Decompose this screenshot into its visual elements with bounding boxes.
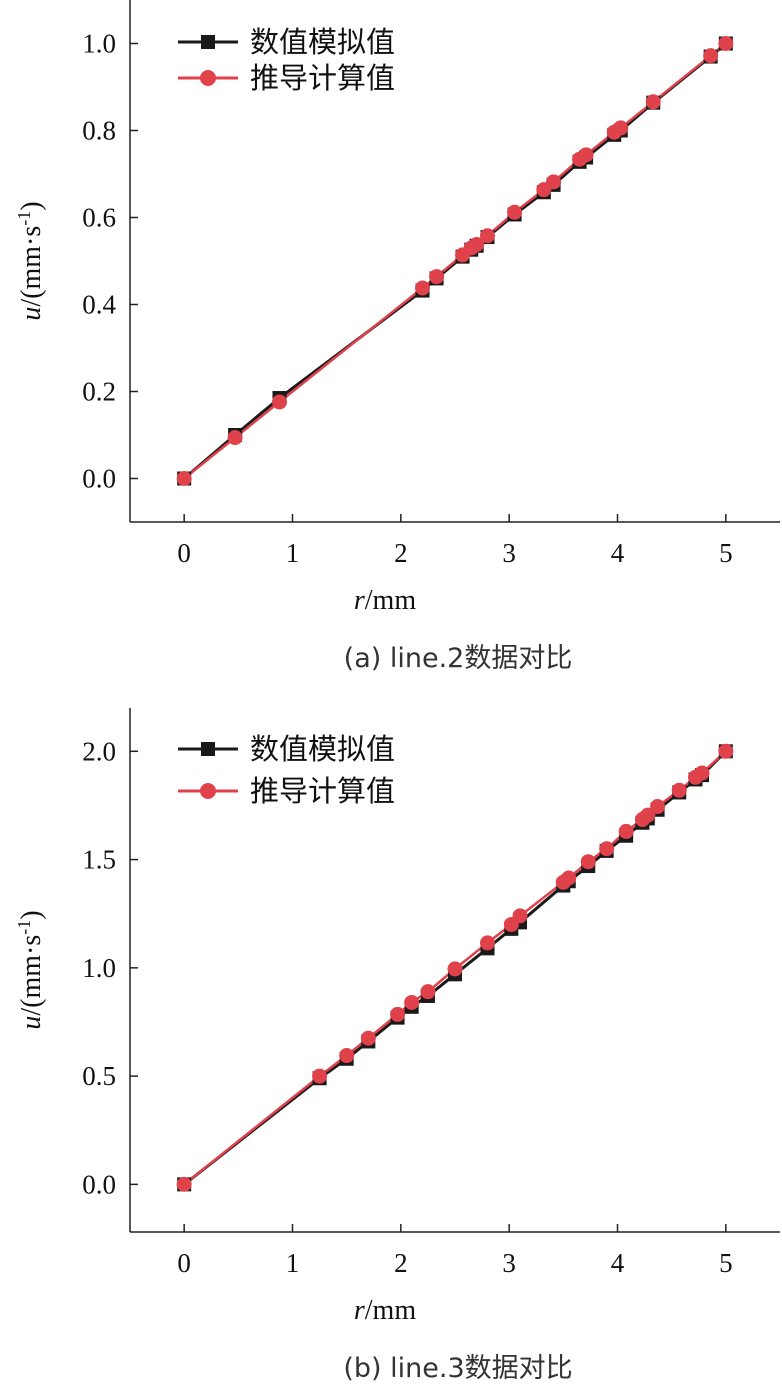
data-point-calc [671,782,687,798]
x-tick-label: 0 [177,538,191,568]
data-point-calc [312,1068,328,1084]
data-point-calc [694,765,710,781]
data-point-calc [227,430,243,446]
data-point-calc [415,280,430,296]
x-tick-label: 4 [611,1248,625,1278]
data-point-calc [507,204,523,220]
data-point-calc [580,854,596,870]
y-axis-close: ) [16,910,47,919]
x-tick-label: 4 [611,538,625,568]
y-axis-var: u [16,1016,47,1030]
x-axis-label-a: r/mm [354,585,416,616]
caption-a: (a) line.2数据对比 [344,643,573,674]
axes-ticks-a: 0 1 2 3 4 5 0.0 0.2 0.4 0.6 0.8 1.0 [82,0,780,568]
chart-panel-b: 0 1 2 3 4 5 0.0 0.5 1.0 1.5 2.0 数值模拟值 推导计算值 u/(mm·… [14,708,780,1384]
data-point-calc [480,228,495,244]
x-tick-label: 2 [394,538,408,568]
data-point-calc [546,174,562,190]
data-point-calc [718,743,734,759]
data-point-calc [578,147,594,163]
y-axis-label-b: u/(mm·s-1) [14,910,47,1029]
legend-label-sim: 数值模拟值 [250,25,395,59]
legend-marker-circle [200,783,216,799]
y-axis-var: u [16,307,47,321]
y-tick-label: 2.0 [82,736,116,766]
x-axis-unit: /mm [365,585,417,616]
x-axis-var: r [354,585,365,616]
series-markers-b [176,743,734,1192]
caption-b: (b) line.3数据对比 [343,1353,572,1384]
x-tick-label: 3 [502,538,516,568]
data-point-calc [618,823,634,839]
x-tick-label: 2 [394,1248,408,1278]
x-tick-label: 1 [286,1248,300,1278]
x-axis-unit: /mm [365,1295,417,1326]
data-point-calc [480,935,495,951]
data-point-calc [599,841,615,857]
data-point-calc [640,807,656,823]
data-point-calc [469,236,485,252]
data-point-calc [339,1048,355,1064]
series-line-calc [183,42,727,480]
x-tick-label: 3 [502,1248,516,1278]
legend-marker-square [201,742,215,756]
y-axis-label-a: u/(mm·s-1) [14,201,47,320]
x-tick-label: 5 [719,538,733,568]
chart-panel-a: 0 1 2 3 4 5 0.0 0.2 0.4 0.6 0.8 1.0 数值模拟值 推导计算值 u/(… [14,0,780,674]
x-axis-label-b: r/mm [354,1295,416,1326]
legend-label-calc: 推导计算值 [250,774,395,808]
y-tick-label: 0.6 [82,203,116,233]
data-point-calc [645,94,661,110]
data-point-calc [404,994,420,1010]
y-tick-label: 1.0 [82,29,116,59]
series-markers-a [176,36,734,486]
y-tick-label: 0.0 [82,1169,116,1199]
legend-label-sim: 数值模拟值 [250,732,395,766]
data-point-calc [650,799,666,815]
data-point-calc [703,48,719,64]
legend-marker-square [201,35,215,49]
y-tick-label: 1.5 [82,845,116,875]
y-tick-label: 1.0 [82,953,116,983]
y-tick-label: 0.4 [82,290,116,320]
y-tick-label: 0.5 [82,1061,116,1091]
y-axis-unit: /(mm·s [16,935,47,1016]
x-tick-label: 0 [177,1248,191,1278]
y-axis-unit: /(mm·s [16,226,47,307]
x-axis-var: r [354,1295,365,1326]
y-tick-label: 0.2 [82,377,116,407]
legend-b: 数值模拟值 推导计算值 [178,732,395,808]
x-tick-label: 5 [719,1248,733,1278]
y-axis-close: ) [16,201,47,210]
legend-a: 数值模拟值 推导计算值 [178,25,395,95]
legend-label-calc: 推导计算值 [250,61,395,95]
legend-marker-circle [200,70,216,86]
data-point-calc [512,908,528,924]
y-axis-sup: -1 [14,920,34,935]
y-tick-label: 0.0 [82,464,116,494]
data-point-calc [613,120,629,136]
data-point-calc [447,961,463,977]
series-lines-a [183,42,727,480]
data-point-calc [429,269,445,285]
axes-ticks-b: 0 1 2 3 4 5 0.0 0.5 1.0 1.5 2.0 [82,708,780,1278]
data-point-calc [718,36,734,51]
data-point-calc [561,870,577,886]
data-point-calc [360,1030,376,1046]
data-point-calc [176,1176,192,1192]
data-point-calc [390,1006,406,1022]
data-point-calc [420,984,436,1000]
x-tick-label: 1 [286,538,300,568]
y-tick-label: 0.8 [82,116,116,146]
data-point-calc [272,394,287,410]
y-axis-sup: -1 [14,211,34,226]
data-point-calc [176,471,192,486]
